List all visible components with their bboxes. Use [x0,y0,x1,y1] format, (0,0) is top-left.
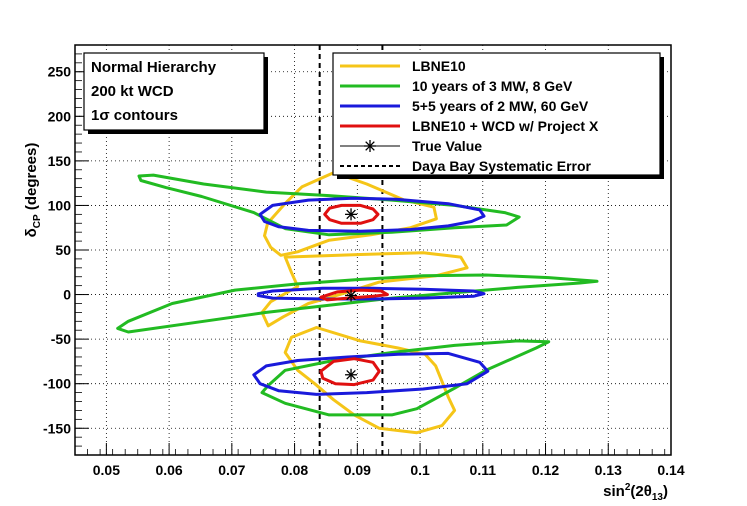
marker-layer [345,208,358,381]
info-box: Normal Hierarchy 200 kt WCD 1σ contours [83,52,268,134]
x-tick-label: 0.1 [410,462,430,478]
legend-label: Daya Bay Systematic Error [412,158,592,174]
axis-layer: 0.05 0.06 0.07 0.08 0.09 0.1 0.11 0.12 0.13 0.14 -… [43,44,685,478]
info-line-hierarchy: Normal Hierarchy [91,59,217,76]
x-tick-label: 0.13 [595,462,622,478]
contour-series-line [283,326,457,435]
contour-series-line [319,357,381,387]
contour-series-line [116,273,599,334]
legend-label: True Value [412,138,482,154]
legend-label: 5+5 years of 2 MW, 60 GeV [412,98,589,114]
x-tick-label: 0.06 [155,462,182,478]
y-axis-label: δCP (degrees) [23,143,43,238]
contour-series-line [137,173,521,237]
y-axis-label-sub: CP [32,214,43,228]
x-axis-label-mid: (2θ [630,483,651,500]
legend-label: 10 years of 3 MW, 8 GeV [412,78,573,94]
y-tick-label: 50 [55,242,71,258]
x-axis-label-sub: 13 [652,492,664,503]
y-tick-label: -50 [51,331,71,347]
contour-series-line [319,288,389,302]
y-tick-label: 0 [63,287,71,303]
legend-marker [364,140,376,152]
x-tick-label: 0.07 [218,462,245,478]
y-tick-label: 250 [48,64,72,80]
x-axis-label-end: ) [663,483,668,500]
y-tick-label: 150 [48,153,72,169]
contour-series-line [252,351,490,396]
info-line-detector: 200 kt WCD [91,83,174,100]
y-axis-label-end: (degrees) [23,143,40,215]
legend: LBNE10 10 years of 3 MW, 8 GeV 5+5 years o… [332,52,664,179]
x-tick-label: 0.05 [93,462,120,478]
x-tick-label: 0.12 [532,462,559,478]
true-value-marker [345,368,358,381]
true-value-marker [345,289,358,302]
x-tick-label: 0.14 [657,462,684,478]
legend-label: LBNE10 [412,58,466,74]
x-tick-label: 0.09 [344,462,371,478]
y-tick-label: -150 [43,420,71,436]
x-axis-label-sup: 2 [625,482,631,493]
contour-series-line [256,286,486,301]
contour-series-line [323,203,380,225]
y-tick-label: -100 [43,376,71,392]
x-tick-label: 0.08 [281,462,308,478]
legend-label: LBNE10 + WCD w/ Project X [412,118,599,134]
contour-series-line [258,196,486,233]
x-axis-label: sin2(2θ13) [603,482,668,503]
true-value-marker [345,208,358,221]
x-tick-label: 0.11 [470,462,497,478]
series-layer [116,171,599,435]
y-tick-label: 100 [48,197,72,213]
info-line-contours: 1σ contours [91,107,178,124]
y-tick-label: 200 [48,108,72,124]
